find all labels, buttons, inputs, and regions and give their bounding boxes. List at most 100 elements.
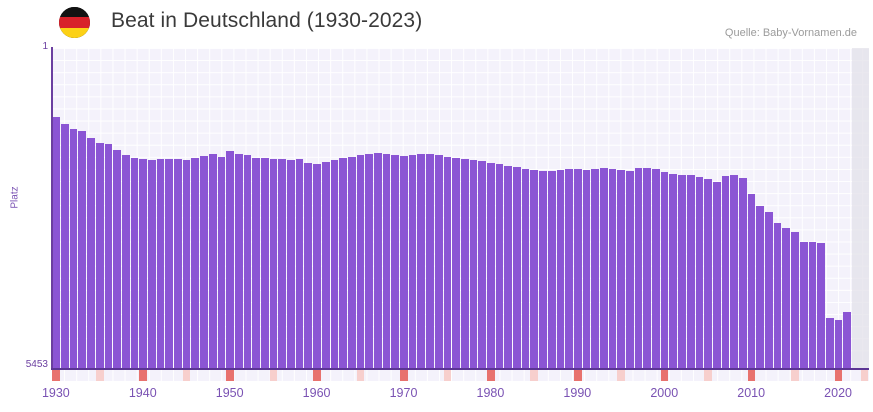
- bar[interactable]: [426, 154, 434, 368]
- x-tick-major: [747, 370, 756, 381]
- bar[interactable]: [739, 177, 747, 368]
- x-axis-tick-label: 1980: [476, 386, 505, 400]
- bar[interactable]: [226, 151, 234, 368]
- bar[interactable]: [208, 153, 217, 368]
- bar[interactable]: [669, 174, 678, 368]
- bar[interactable]: [95, 143, 104, 368]
- bar[interactable]: [165, 159, 174, 368]
- bar[interactable]: [130, 158, 139, 368]
- bar[interactable]: [608, 169, 617, 368]
- bar[interactable]: [626, 170, 634, 368]
- bar[interactable]: [495, 164, 504, 368]
- bar[interactable]: [69, 128, 78, 368]
- bar[interactable]: [373, 153, 382, 368]
- source-note: Quelle: Baby-Vornamen.de: [724, 27, 857, 39]
- bar[interactable]: [295, 159, 304, 368]
- bar[interactable]: [252, 157, 260, 368]
- bar[interactable]: [521, 168, 530, 368]
- bar[interactable]: [825, 317, 834, 368]
- bar[interactable]: [643, 168, 652, 368]
- bar[interactable]: [730, 174, 739, 368]
- bar[interactable]: [712, 181, 721, 368]
- bar[interactable]: [599, 167, 608, 368]
- bar[interactable]: [434, 155, 443, 368]
- x-axis-tick-label: 1930: [41, 386, 70, 400]
- bar[interactable]: [121, 155, 130, 368]
- bar[interactable]: [652, 168, 660, 368]
- bar[interactable]: [513, 167, 521, 368]
- bar[interactable]: [530, 170, 539, 368]
- x-tick-minor: [269, 370, 278, 381]
- bar[interactable]: [78, 131, 87, 368]
- bar[interactable]: [269, 158, 278, 368]
- bar[interactable]: [382, 153, 391, 368]
- bar[interactable]: [756, 206, 765, 368]
- bar[interactable]: [539, 171, 547, 368]
- bar[interactable]: [321, 162, 330, 368]
- bar[interactable]: [504, 165, 513, 368]
- bar[interactable]: [704, 178, 712, 368]
- bar[interactable]: [591, 168, 599, 368]
- bar[interactable]: [721, 175, 730, 368]
- bar[interactable]: [408, 154, 417, 368]
- bar[interactable]: [260, 158, 269, 368]
- bar[interactable]: [582, 170, 591, 368]
- bar[interactable]: [347, 156, 356, 368]
- bar[interactable]: [330, 159, 339, 368]
- bar[interactable]: [234, 153, 243, 368]
- bar[interactable]: [217, 157, 226, 368]
- bar[interactable]: [148, 159, 156, 368]
- bar[interactable]: [52, 117, 61, 368]
- bar[interactable]: [573, 169, 582, 368]
- bar[interactable]: [339, 158, 347, 368]
- bar[interactable]: [791, 232, 799, 368]
- bar[interactable]: [834, 320, 843, 368]
- bar[interactable]: [695, 177, 704, 368]
- bar[interactable]: [400, 155, 408, 368]
- bar[interactable]: [174, 159, 182, 368]
- bar[interactable]: [765, 212, 773, 368]
- bar[interactable]: [113, 150, 121, 368]
- bar[interactable]: [782, 228, 791, 368]
- bar[interactable]: [660, 171, 669, 368]
- bar[interactable]: [452, 157, 460, 368]
- bar[interactable]: [287, 159, 295, 368]
- bar[interactable]: [191, 158, 200, 368]
- bar[interactable]: [747, 194, 756, 368]
- bar[interactable]: [243, 155, 252, 368]
- bar[interactable]: [417, 153, 426, 368]
- bar[interactable]: [843, 312, 851, 368]
- bar[interactable]: [182, 159, 191, 368]
- bar[interactable]: [365, 154, 373, 368]
- bar[interactable]: [478, 161, 486, 368]
- bar[interactable]: [313, 164, 321, 368]
- x-tick-major: [486, 370, 495, 381]
- x-axis-tick-label: 2020: [824, 386, 852, 400]
- bar[interactable]: [200, 155, 208, 368]
- bar[interactable]: [686, 175, 695, 368]
- bar[interactable]: [391, 155, 400, 368]
- bar[interactable]: [817, 243, 825, 368]
- bar[interactable]: [278, 159, 287, 368]
- bar[interactable]: [156, 159, 165, 368]
- bar[interactable]: [799, 241, 808, 368]
- bar[interactable]: [87, 137, 95, 368]
- bar[interactable]: [556, 169, 565, 368]
- bar[interactable]: [808, 242, 817, 368]
- bar[interactable]: [617, 170, 626, 368]
- bar[interactable]: [565, 168, 573, 368]
- bar[interactable]: [460, 158, 469, 368]
- bar[interactable]: [773, 222, 782, 368]
- bar[interactable]: [547, 170, 556, 368]
- bar[interactable]: [61, 123, 69, 368]
- bar[interactable]: [139, 159, 147, 368]
- x-axis-tick-label: 1960: [302, 386, 331, 400]
- bar[interactable]: [356, 155, 365, 368]
- bar[interactable]: [678, 174, 686, 368]
- bar[interactable]: [469, 159, 478, 368]
- bar[interactable]: [304, 162, 313, 368]
- bar[interactable]: [634, 167, 643, 368]
- bar[interactable]: [443, 156, 452, 368]
- bar[interactable]: [486, 162, 495, 368]
- bar[interactable]: [104, 143, 113, 368]
